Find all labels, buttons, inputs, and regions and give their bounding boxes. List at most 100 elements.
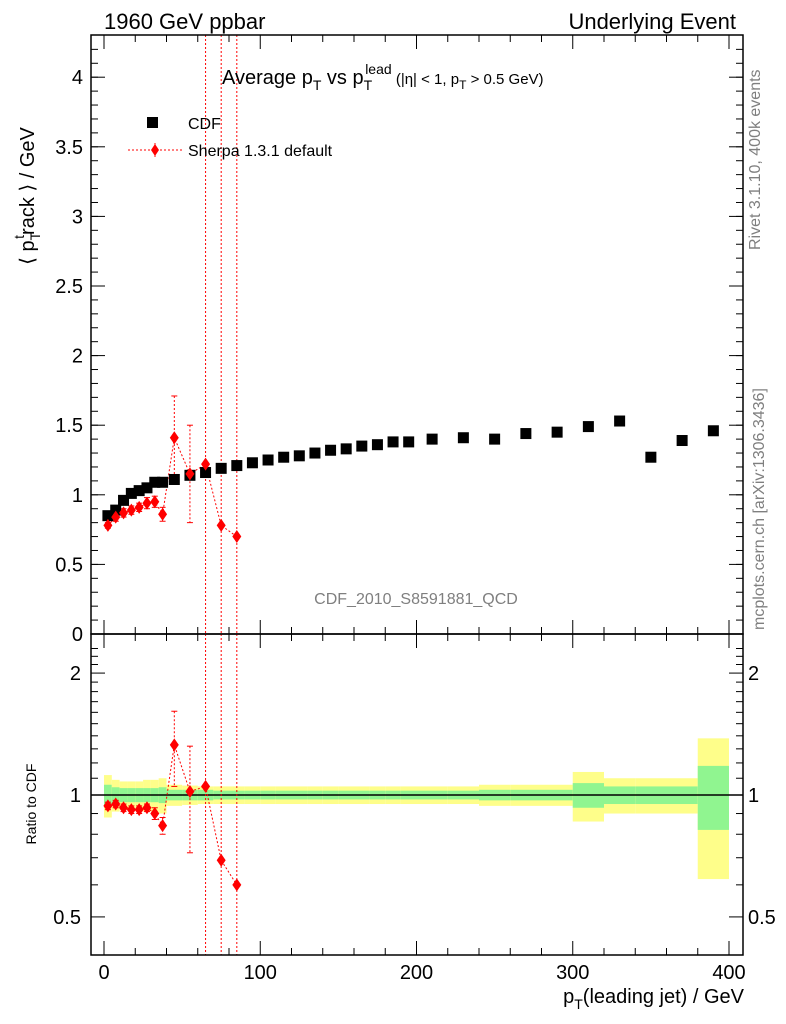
cdf-point: [457, 432, 469, 444]
x-tick-label: 400: [712, 962, 745, 984]
sherpa-point: [232, 530, 242, 544]
ratio-sherpa-point: [150, 807, 160, 821]
ratio-y-tick-label: 0.5: [53, 907, 81, 929]
cdf-point: [582, 421, 594, 433]
sherpa-point: [142, 496, 152, 510]
cdf-point: [340, 443, 352, 455]
legend-sherpa-label: Sherpa 1.3.1 default: [188, 143, 333, 160]
sherpa-point: [111, 510, 121, 524]
ratio-sherpa-line: [107, 744, 238, 886]
main-y-tick-label: 3: [72, 206, 83, 228]
main-y-ticks: 0 0.5 1 1.5 2 2.5 3 3.5 4: [55, 48, 743, 646]
cdf-point: [489, 433, 501, 445]
rivet-label: Rivet 3.1.10, 400k events: [747, 69, 764, 250]
main-y-tick-label: 3.5: [55, 137, 83, 159]
ratio-band-inner: [697, 765, 729, 830]
cdf-point: [309, 447, 321, 459]
main-y-tick-label: 0: [72, 624, 83, 646]
main-y-tick-label: 2.5: [55, 276, 83, 298]
cdf-point: [387, 436, 399, 448]
main-y-tick-label: 2: [72, 346, 83, 368]
legend: CDF Sherpa 1.3.1 default: [128, 116, 333, 160]
ratio-sherpa-point: [185, 785, 195, 799]
ratio-sherpa-point: [134, 803, 144, 817]
ratio-sherpa-point: [216, 853, 226, 867]
ratio-y-ticks: 0.5 1 2 0.5 1 2: [53, 648, 776, 929]
sherpa-point: [103, 518, 113, 532]
main-y-tick-label: 1.5: [55, 415, 83, 437]
ratio-sherpa-point: [103, 799, 113, 813]
cdf-point: [133, 485, 145, 497]
cdf-point: [426, 433, 438, 445]
main-title: Average pT vs pTlead (|η| < 1, pT > 0.5 …: [222, 61, 544, 93]
cdf-point: [676, 435, 688, 447]
cdf-point: [356, 440, 368, 452]
cdf-point: [645, 451, 657, 463]
sherpa-point: [169, 431, 179, 445]
cdf-point: [551, 426, 563, 438]
ratio-y-tick-label: 2: [70, 663, 81, 685]
main-y-tick-label: 0.5: [55, 554, 83, 576]
cdf-point: [520, 428, 532, 440]
ratio-y-axis-label: Ratio to CDF: [23, 764, 39, 845]
x-tick-label: 300: [556, 962, 589, 984]
ratio-sherpa-point: [111, 797, 121, 811]
cdf-point: [118, 494, 130, 506]
ratio-x-ticks: 0 100 200 300 400: [98, 634, 746, 984]
ratio-y-tick-label: 1: [70, 785, 81, 807]
ratio-error-bars: [104, 634, 238, 955]
sherpa-point: [126, 503, 136, 517]
ratio-y-tick-label-right: 1: [748, 785, 759, 807]
ratio-marks: [103, 738, 242, 892]
sherpa-point: [185, 467, 195, 481]
ratio-sherpa-point: [126, 803, 136, 817]
ratio-sherpa-point: [142, 801, 152, 815]
cdf-point: [102, 510, 114, 522]
header-left: 1960 GeV ppbar: [104, 9, 265, 34]
legend-sherpa-marker: [151, 144, 159, 156]
sherpa-point: [150, 495, 160, 509]
main-y-tick-label: 1: [72, 485, 83, 507]
sherpa-point: [134, 500, 144, 514]
main-panel: 0 0.5 1 1.5 2 2.5 3 3.5 4 Average pT vs pTlead (…: [11, 34, 744, 646]
mcplots-label: mcplots.cern.ch [arXiv:1306.3436]: [751, 388, 768, 630]
watermark: CDF_2010_S8591881_QCD: [314, 591, 518, 608]
cdf-point: [168, 473, 180, 485]
x-axis-label: pT(leading jet) / GeV: [563, 986, 745, 1012]
sherpa-line: [107, 435, 238, 537]
cdf-point: [157, 476, 169, 488]
main-x-ticks: [103, 35, 730, 634]
cdf-point: [141, 482, 153, 494]
x-tick-label: 100: [244, 962, 277, 984]
legend-cdf-marker: [147, 117, 158, 128]
ratio-sherpa-point: [158, 819, 168, 833]
ratio-panel: 0.5 1 2 0.5 1 2 0 100 200 300 400 Ratio to CDF pT…: [23, 633, 776, 1012]
ratio-sherpa-point: [201, 779, 211, 793]
sherpa-point: [201, 457, 211, 471]
cdf-point: [149, 476, 161, 488]
x-tick-label: 0: [98, 962, 109, 984]
cdf-point: [371, 439, 383, 451]
sherpa-point: [158, 507, 168, 521]
ratio-sherpa-point: [232, 878, 242, 892]
cdf-point: [110, 504, 122, 516]
header-right: Underlying Event: [568, 9, 736, 34]
cdf-point: [215, 462, 227, 474]
cdf-point: [614, 415, 626, 427]
ratio-frame: [90, 633, 744, 956]
cdf-point: [125, 487, 137, 499]
cdf-point: [293, 450, 305, 462]
sherpa-point: [119, 506, 129, 520]
cdf-point: [262, 454, 274, 466]
ratio-bands: [104, 738, 729, 880]
cdf-point: [246, 457, 258, 469]
cdf-point: [403, 436, 415, 448]
ratio-sherpa-point: [119, 801, 129, 815]
ratio-sherpa-point: [169, 738, 179, 752]
cdf-point: [278, 451, 290, 463]
cdf-point: [231, 460, 243, 472]
main-marks: [102, 415, 719, 544]
cdf-point: [200, 467, 212, 479]
main-y-axis-label: ⟨ pTtrack ⟩ / GeV: [11, 126, 43, 264]
